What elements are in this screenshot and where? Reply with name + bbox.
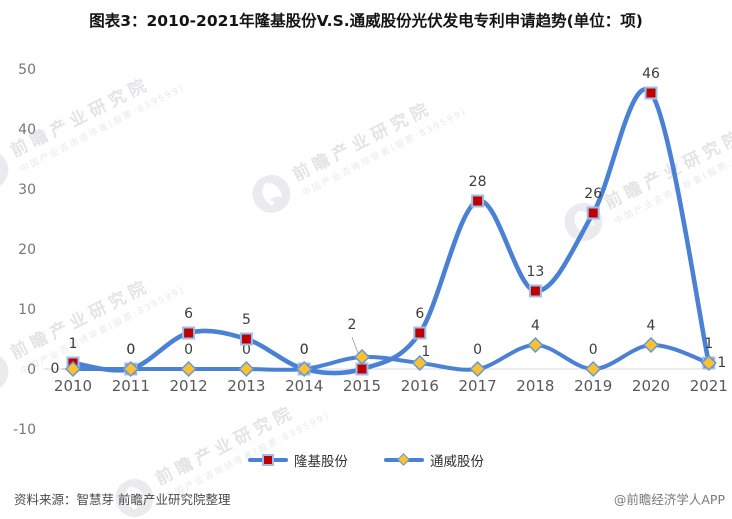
- data-point-marker-diamond: [469, 360, 486, 378]
- x-axis-tick-label: 2020: [632, 377, 670, 395]
- legend-label: 通威股份: [430, 454, 484, 470]
- data-point-marker-square: [239, 332, 253, 346]
- data-point-label: 0: [589, 342, 598, 358]
- x-axis-tick-label: 2015: [343, 377, 381, 395]
- data-point-marker-square: [471, 194, 485, 208]
- legend-item-0[interactable]: 隆基股份: [248, 450, 348, 470]
- data-point-marker-square: [182, 326, 196, 340]
- x-axis-tick-label: 2011: [112, 377, 150, 395]
- series-line-1: [71, 342, 711, 372]
- x-axis-tick-label: 2021: [690, 377, 728, 395]
- data-point-label: 1: [717, 355, 726, 371]
- footer-credit-text: @前瞻经济学人APP: [613, 492, 725, 507]
- data-point-label: 13: [526, 264, 544, 280]
- x-axis-tick-label: 2010: [54, 377, 92, 395]
- data-point-label: 6: [184, 306, 193, 322]
- y-axis-tick-label: 50: [18, 62, 36, 78]
- data-point-marker-diamond: [642, 336, 660, 354]
- data-point-label: 0: [300, 342, 309, 358]
- data-point-label: 26: [584, 186, 602, 202]
- data-point-label: 28: [469, 174, 487, 190]
- data-point-label: 4: [531, 318, 540, 334]
- y-axis-tick-label: 10: [18, 302, 36, 318]
- data-point-marker-diamond: [238, 360, 255, 378]
- x-axis-tick-label: 2014: [285, 377, 323, 395]
- data-point-label: 0: [184, 342, 193, 358]
- y-axis-tick-label: 20: [18, 242, 36, 258]
- data-point-marker-square: [413, 326, 427, 340]
- chart-title: 图表3：2010-2021年隆基股份V.S.通威股份光伏发电专利申请趋势(单位：…: [89, 12, 643, 30]
- data-point-label: 0: [242, 342, 251, 358]
- data-point-marker-diamond: [411, 354, 428, 372]
- data-point-label: 5: [242, 312, 251, 328]
- legend-item-1[interactable]: 通威股份: [384, 450, 484, 470]
- data-point-label: 1: [421, 344, 430, 360]
- x-axis-tick-label: 2017: [459, 377, 497, 395]
- legend-line-sample: [384, 453, 424, 466]
- legend-diamond-icon: [397, 453, 410, 466]
- data-point-label: 4: [647, 318, 656, 334]
- data-point-label: 0: [300, 342, 309, 358]
- x-axis-tick-label: 2013: [227, 377, 265, 395]
- data-point-label: 6: [415, 306, 424, 322]
- data-point-marker-diamond: [585, 360, 602, 378]
- data-point-label: 2: [348, 317, 357, 333]
- data-point-marker-square: [528, 284, 542, 298]
- x-axis-tick-label: 2012: [170, 377, 208, 395]
- y-axis-tick-label: 30: [18, 182, 36, 198]
- x-axis-tick-label: 2019: [574, 377, 612, 395]
- series-line-0: [70, 87, 712, 376]
- data-point-label: 0: [126, 342, 135, 358]
- footer-source-text: 资料来源：智慧芽 前瞻产业研究院整理: [14, 492, 231, 507]
- data-point-marker-square: [644, 86, 658, 100]
- legend-square-icon: [262, 454, 274, 466]
- y-axis-tick-label: 0: [27, 362, 36, 378]
- data-point-marker-diamond: [122, 360, 139, 378]
- x-axis-tick-label: 2016: [401, 377, 439, 395]
- data-point-marker-diamond: [353, 348, 371, 366]
- data-point-label: 0: [51, 361, 60, 377]
- data-label-leader-line: [351, 336, 359, 354]
- data-point-marker-square: [355, 362, 369, 376]
- chart-legend: 隆基股份 通威股份: [0, 450, 732, 470]
- data-point-marker-diamond: [296, 360, 313, 378]
- data-point-marker-diamond: [700, 354, 717, 372]
- data-point-marker-diamond: [64, 360, 82, 378]
- y-axis-tick-label: -10: [13, 422, 36, 438]
- data-point-label: 1: [69, 336, 78, 352]
- legend-line-sample: [248, 454, 288, 466]
- data-point-marker-diamond: [527, 336, 544, 354]
- data-point-label: 1: [704, 336, 713, 352]
- y-axis-tick-label: 40: [18, 122, 36, 138]
- data-point-marker-diamond: [180, 360, 197, 378]
- data-point-label: 0: [473, 342, 482, 358]
- data-point-label: 0: [126, 342, 135, 358]
- legend-label: 隆基股份: [294, 454, 348, 470]
- data-point-marker-square: [586, 206, 600, 220]
- x-axis-tick-label: 2018: [516, 377, 554, 395]
- data-point-label: 46: [642, 66, 660, 82]
